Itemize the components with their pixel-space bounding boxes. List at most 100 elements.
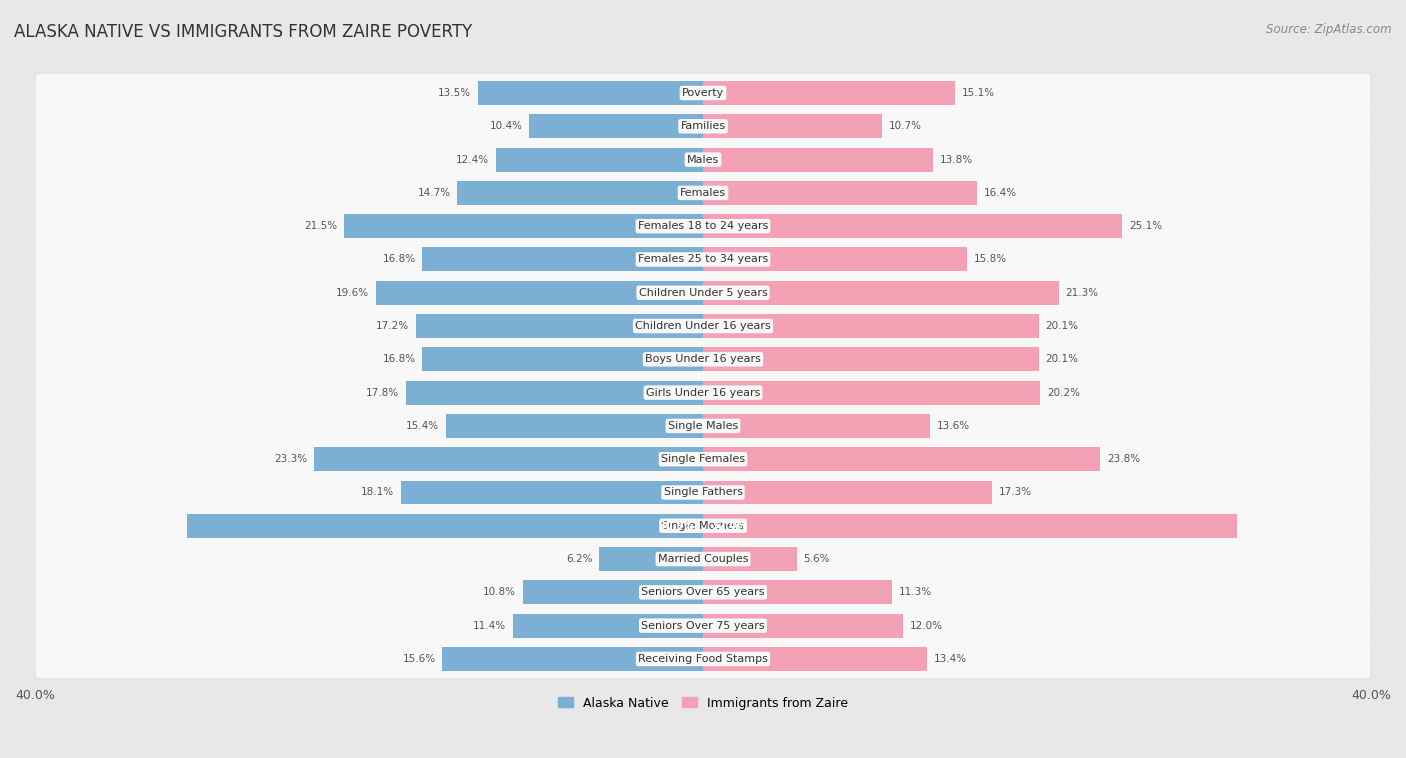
Text: 21.3%: 21.3%	[1066, 288, 1098, 298]
Bar	[443, 647, 703, 671]
Bar	[703, 347, 1039, 371]
Text: 17.2%: 17.2%	[375, 321, 409, 331]
FancyBboxPatch shape	[35, 273, 1371, 312]
Bar	[422, 248, 703, 271]
Bar	[478, 81, 703, 105]
Bar	[375, 280, 703, 305]
Text: 16.8%: 16.8%	[382, 255, 416, 265]
Bar	[422, 347, 703, 371]
FancyBboxPatch shape	[35, 439, 1371, 480]
Text: Poverty: Poverty	[682, 88, 724, 98]
Text: 17.8%: 17.8%	[366, 387, 399, 398]
FancyBboxPatch shape	[35, 206, 1371, 246]
Bar	[703, 514, 1237, 537]
Text: 19.6%: 19.6%	[336, 288, 368, 298]
Bar	[703, 547, 797, 571]
Text: 13.6%: 13.6%	[936, 421, 970, 431]
Bar	[703, 614, 904, 637]
Text: Males: Males	[688, 155, 718, 164]
Text: 20.1%: 20.1%	[1046, 321, 1078, 331]
Text: Married Couples: Married Couples	[658, 554, 748, 564]
Text: Children Under 5 years: Children Under 5 years	[638, 288, 768, 298]
Text: Seniors Over 75 years: Seniors Over 75 years	[641, 621, 765, 631]
Text: Children Under 16 years: Children Under 16 years	[636, 321, 770, 331]
Text: 25.1%: 25.1%	[1129, 221, 1161, 231]
FancyBboxPatch shape	[35, 305, 1371, 346]
Text: 23.3%: 23.3%	[274, 454, 307, 464]
Text: 32.0%: 32.0%	[711, 521, 748, 531]
FancyBboxPatch shape	[35, 440, 1371, 479]
Text: 5.6%: 5.6%	[803, 554, 830, 564]
Text: Seniors Over 65 years: Seniors Over 65 years	[641, 587, 765, 597]
FancyBboxPatch shape	[35, 540, 1371, 578]
Bar	[599, 547, 703, 571]
FancyBboxPatch shape	[35, 506, 1371, 546]
FancyBboxPatch shape	[35, 306, 1371, 346]
FancyBboxPatch shape	[35, 639, 1371, 679]
Text: 18.1%: 18.1%	[361, 487, 394, 497]
Text: Girls Under 16 years: Girls Under 16 years	[645, 387, 761, 398]
Bar	[513, 614, 703, 637]
FancyBboxPatch shape	[35, 140, 1371, 179]
FancyBboxPatch shape	[35, 206, 1371, 246]
FancyBboxPatch shape	[35, 339, 1371, 380]
Bar	[703, 81, 955, 105]
FancyBboxPatch shape	[35, 639, 1371, 678]
FancyBboxPatch shape	[35, 406, 1371, 446]
Bar	[703, 481, 993, 505]
Text: 12.4%: 12.4%	[456, 155, 489, 164]
Bar	[703, 581, 891, 604]
Text: 11.4%: 11.4%	[472, 621, 506, 631]
Bar	[344, 215, 703, 238]
Text: Single Females: Single Females	[661, 454, 745, 464]
Text: Females: Females	[681, 188, 725, 198]
Text: 14.7%: 14.7%	[418, 188, 451, 198]
Bar	[703, 447, 1101, 471]
Bar	[703, 280, 1059, 305]
Bar	[401, 481, 703, 505]
Text: 20.2%: 20.2%	[1047, 387, 1080, 398]
Bar	[703, 381, 1040, 405]
Bar	[446, 414, 703, 438]
Bar	[703, 181, 977, 205]
Bar	[703, 114, 882, 138]
FancyBboxPatch shape	[35, 372, 1371, 413]
Text: 13.5%: 13.5%	[437, 88, 471, 98]
Text: 15.8%: 15.8%	[973, 255, 1007, 265]
Text: 21.5%: 21.5%	[304, 221, 337, 231]
Text: 13.8%: 13.8%	[941, 155, 973, 164]
Text: Females 25 to 34 years: Females 25 to 34 years	[638, 255, 768, 265]
FancyBboxPatch shape	[35, 73, 1371, 114]
Text: ALASKA NATIVE VS IMMIGRANTS FROM ZAIRE POVERTY: ALASKA NATIVE VS IMMIGRANTS FROM ZAIRE P…	[14, 23, 472, 41]
Bar	[703, 314, 1039, 338]
Text: 10.7%: 10.7%	[889, 121, 921, 131]
FancyBboxPatch shape	[35, 472, 1371, 513]
FancyBboxPatch shape	[35, 572, 1371, 612]
Text: 23.8%: 23.8%	[1107, 454, 1140, 464]
FancyBboxPatch shape	[35, 240, 1371, 280]
FancyBboxPatch shape	[35, 406, 1371, 446]
FancyBboxPatch shape	[35, 272, 1371, 313]
Text: Females 18 to 24 years: Females 18 to 24 years	[638, 221, 768, 231]
Text: 6.2%: 6.2%	[567, 554, 593, 564]
Bar	[523, 581, 703, 604]
FancyBboxPatch shape	[35, 107, 1371, 146]
FancyBboxPatch shape	[35, 106, 1371, 146]
FancyBboxPatch shape	[35, 506, 1371, 546]
Text: 10.8%: 10.8%	[482, 587, 516, 597]
Bar	[703, 248, 967, 271]
Text: 11.3%: 11.3%	[898, 587, 932, 597]
Bar	[703, 647, 927, 671]
Text: Receiving Food Stamps: Receiving Food Stamps	[638, 654, 768, 664]
FancyBboxPatch shape	[35, 74, 1371, 113]
FancyBboxPatch shape	[35, 539, 1371, 579]
FancyBboxPatch shape	[35, 174, 1371, 212]
Text: 17.3%: 17.3%	[998, 487, 1032, 497]
FancyBboxPatch shape	[35, 473, 1371, 512]
Text: 15.1%: 15.1%	[962, 88, 995, 98]
Bar	[457, 181, 703, 205]
Bar	[416, 314, 703, 338]
FancyBboxPatch shape	[35, 139, 1371, 180]
Legend: Alaska Native, Immigrants from Zaire: Alaska Native, Immigrants from Zaire	[554, 691, 852, 715]
Text: Boys Under 16 years: Boys Under 16 years	[645, 354, 761, 365]
